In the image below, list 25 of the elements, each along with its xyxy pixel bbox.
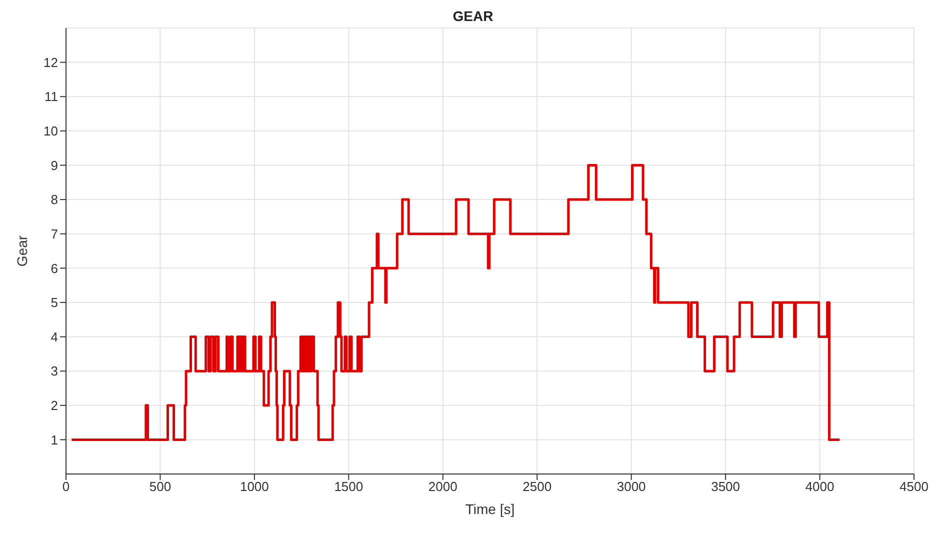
y-tick-label: 3 <box>50 364 58 379</box>
x-tick-label: 1500 <box>334 479 364 494</box>
x-tick-label: 1000 <box>240 479 269 494</box>
y-tick-label: 2 <box>50 398 58 413</box>
y-tick-label: 5 <box>50 295 58 310</box>
x-tick-label: 4000 <box>805 479 834 494</box>
y-tick-label: 12 <box>44 54 58 70</box>
y-tick-label: 11 <box>44 89 58 104</box>
x-tick-label: 3000 <box>616 479 646 494</box>
y-tick-label: 8 <box>50 192 58 208</box>
x-tick-label: 500 <box>149 479 172 494</box>
y-axis-title: Gear <box>14 235 30 267</box>
y-tick-label: 4 <box>50 329 58 344</box>
chart-title: GEAR <box>452 8 494 26</box>
y-tick-label: 6 <box>50 260 58 276</box>
y-tick-label: 10 <box>44 124 58 139</box>
x-tick-label: 2500 <box>522 479 552 494</box>
y-tick-label: 7 <box>50 226 58 242</box>
x-tick-label: 4500 <box>900 479 928 494</box>
y-tick-label: 1 <box>50 432 58 448</box>
x-axis-title: Time [s] <box>465 501 515 517</box>
x-tick-label: 3500 <box>711 479 740 494</box>
x-tick-label: 2000 <box>428 479 458 494</box>
x-tick-label: 0 <box>62 479 70 494</box>
y-tick-label: 9 <box>50 158 58 173</box>
